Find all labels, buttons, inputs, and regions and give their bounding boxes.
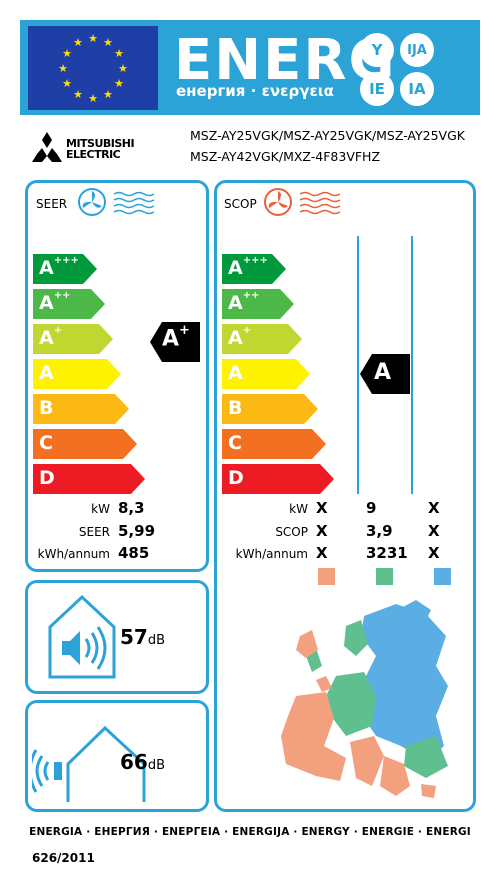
svg-text:★: ★ (73, 36, 83, 49)
seer-class-label-3: A+ (39, 325, 63, 349)
scop-scop-label: SCOP (275, 525, 308, 539)
zone-cold-swatch (318, 568, 335, 585)
energy-title: ENERG (174, 28, 397, 93)
scop-column-divider-1 (357, 236, 359, 494)
svg-text:★: ★ (103, 88, 113, 101)
seer-kwh-value: 485 (118, 544, 150, 562)
seer-title: SEER (36, 197, 68, 211)
svg-text:★: ★ (114, 77, 124, 90)
scop-class-arrow-1: A+++ (222, 254, 288, 284)
scop-class-arrow-3: A+ (222, 324, 304, 354)
cooling-fan-icon (76, 186, 160, 224)
scop-class-label-7: D (228, 467, 244, 489)
svg-text:★: ★ (73, 88, 83, 101)
scop-kw-cold: X (316, 499, 328, 517)
mitsubishi-logo-icon (30, 132, 64, 166)
eu-flag: ★ ★ ★ ★ ★ ★ ★ ★ ★ ★ ★ ★ (28, 26, 158, 110)
scop-class-arrow-4: A (222, 359, 312, 389)
footer-energy-words: ENERGIA · ЕНЕРГИЯ · ΕΝΕΡΓΕΙΑ · ENERGIJA … (29, 826, 471, 838)
svg-text:★: ★ (62, 77, 72, 90)
scop-kw-label: kW (289, 502, 308, 516)
seer-class-label-6: C (39, 432, 53, 454)
zone-warm-swatch (434, 568, 451, 585)
seer-class-label-2: A++ (39, 290, 71, 314)
scop-kwh-cold: X (316, 544, 328, 562)
scop-rating-indicator (360, 354, 410, 398)
heating-fan-icon (262, 186, 346, 224)
scop-scop-warm: X (428, 522, 440, 540)
lang-code-ie: IE (360, 72, 394, 106)
brand-name: MITSUBISHI ELECTRIC (66, 137, 135, 161)
indoor-unit-noise-icon (44, 593, 120, 683)
scop-class-arrow-5: B (222, 394, 320, 424)
seer-kw-value: 8,3 (118, 499, 145, 517)
seer-seer-label: SEER (78, 525, 110, 539)
scop-class-label-4: A (228, 362, 243, 384)
seer-class-arrow-4: A (33, 359, 123, 389)
scop-scop-cold: X (316, 522, 328, 540)
europe-climate-map (276, 596, 466, 810)
seer-class-arrow-3: A+ (33, 324, 115, 354)
lang-code-ia: IA (400, 72, 434, 106)
outdoor-noise-panel (25, 700, 209, 812)
outdoor-noise-level: 66dB (120, 750, 166, 774)
scop-class-arrow-2: A++ (222, 289, 296, 319)
seer-class-arrow-5: B (33, 394, 131, 424)
scop-rating-letter: A (374, 360, 392, 385)
seer-seer-value: 5,99 (118, 522, 156, 540)
seer-rating-indicator (150, 322, 200, 366)
svg-text:★: ★ (114, 47, 124, 60)
seer-class-arrow-2: A++ (33, 289, 107, 319)
scop-kwh-average: 3231 (366, 544, 408, 562)
scop-class-label-6: C (228, 432, 242, 454)
scop-class-label-2: A++ (228, 290, 260, 314)
scop-title: SCOP (224, 197, 257, 211)
scop-kw-average: 9 (366, 499, 377, 517)
seer-rating-letter: A+ (162, 323, 190, 352)
svg-text:★: ★ (118, 62, 128, 75)
model-line-1: MSZ-AY25VGK/MSZ-AY25VGK/MSZ-AY25VGK (190, 128, 465, 143)
scop-class-label-1: A+++ (228, 255, 268, 279)
scop-kw-warm: X (428, 499, 440, 517)
scop-class-arrow-6: C (222, 429, 328, 459)
seer-class-label-4: A (39, 362, 54, 384)
seer-class-label-5: B (39, 397, 54, 419)
scop-class-arrow-7: D (222, 464, 336, 494)
svg-text:★: ★ (88, 32, 98, 45)
svg-text:★: ★ (62, 47, 72, 60)
lang-code-y: Y (360, 33, 394, 67)
seer-kw-label: kW (91, 502, 110, 516)
energy-subtitle: енергия · ενεργεια (176, 82, 334, 100)
scop-class-label-3: A+ (228, 325, 252, 349)
seer-class-label-7: D (39, 467, 55, 489)
model-line-2: MSZ-AY42VGK/MXZ-4F83VFHZ (190, 149, 381, 164)
svg-text:★: ★ (58, 62, 68, 75)
seer-class-arrow-7: D (33, 464, 147, 494)
indoor-noise-level: 57dB (120, 625, 166, 649)
seer-class-label-1: A+++ (39, 255, 79, 279)
svg-text:★: ★ (103, 36, 113, 49)
seer-class-arrow-6: C (33, 429, 139, 459)
scop-column-divider-2 (411, 236, 413, 494)
svg-text:★: ★ (88, 92, 98, 105)
scop-kwh-warm: X (428, 544, 440, 562)
seer-kwh-label: kWh/annum (37, 547, 110, 561)
scop-class-label-5: B (228, 397, 243, 419)
seer-class-arrow-1: A+++ (33, 254, 99, 284)
scop-scop-average: 3,9 (366, 522, 393, 540)
lang-code-ija: IJA (400, 33, 434, 67)
indoor-noise-panel (25, 580, 209, 694)
regulation-number: 626/2011 (32, 851, 95, 865)
zone-average-swatch (376, 568, 393, 585)
scop-kwh-label: kWh/annum (235, 547, 308, 561)
